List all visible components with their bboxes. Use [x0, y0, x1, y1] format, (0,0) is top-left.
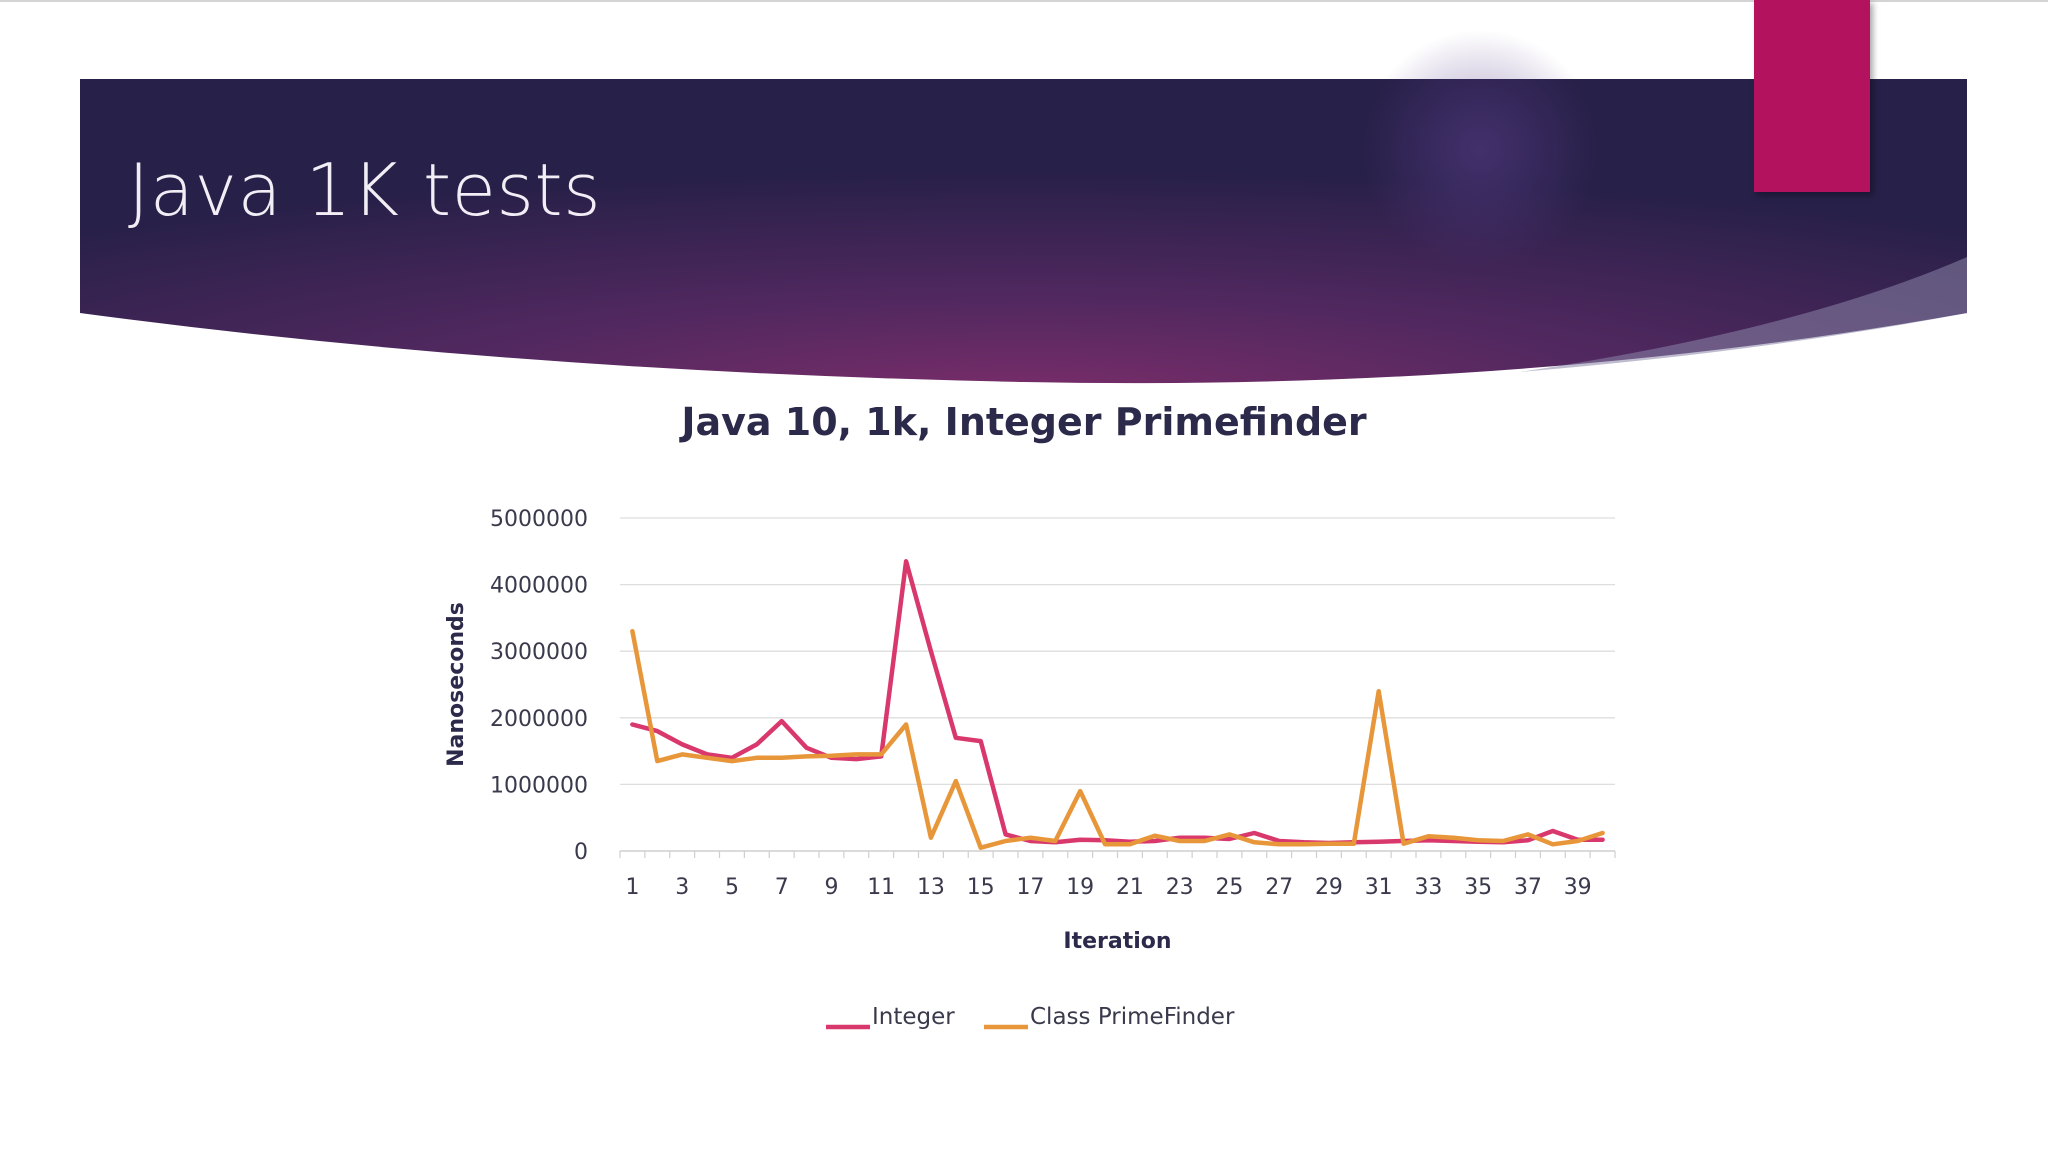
y-tick-label: 0	[574, 840, 588, 865]
x-tick-label: 19	[1066, 875, 1094, 900]
x-tick-label: 39	[1564, 875, 1592, 900]
x-tick-label: 7	[775, 875, 789, 900]
axes	[619, 850, 1616, 858]
x-tick-label: 37	[1514, 875, 1542, 900]
x-tick-label: 35	[1464, 875, 1492, 900]
top-border	[0, 0, 2048, 2]
y-axis-title: Nanoseconds	[444, 602, 469, 767]
x-tick-label: 25	[1215, 875, 1243, 900]
x-tick-label: 17	[1016, 875, 1044, 900]
y-tick-label: 1000000	[490, 773, 588, 798]
x-tick-label: 9	[824, 875, 838, 900]
legend-label: Integer	[872, 1004, 955, 1030]
series-lines	[630, 559, 1605, 850]
x-tick-label: 27	[1265, 875, 1293, 900]
x-tick-label: 15	[967, 875, 995, 900]
x-tick-label: 31	[1365, 875, 1393, 900]
legend-label: Class PrimeFinder	[1030, 1004, 1235, 1030]
x-tick-label: 5	[725, 875, 739, 900]
x-tick-label: 33	[1414, 875, 1442, 900]
x-tick-label: 21	[1116, 875, 1144, 900]
series-line-1	[630, 628, 1605, 850]
y-tick-label: 5000000	[490, 507, 588, 532]
y-tick-label: 2000000	[490, 707, 588, 732]
x-tick-label: 1	[625, 875, 639, 900]
x-tick-label: 13	[917, 875, 945, 900]
y-tick-label: 3000000	[490, 640, 588, 665]
legend: Integer Class PrimeFinder	[826, 1004, 1235, 1030]
accent-tab	[1754, 0, 1870, 192]
slide-title: Java 1K tests	[128, 148, 602, 232]
x-tick-label: 23	[1166, 875, 1194, 900]
x-tick-label: 29	[1315, 875, 1343, 900]
x-axis-title: Iteration	[1063, 929, 1171, 954]
y-tick-label: 4000000	[490, 574, 588, 599]
header-banner	[80, 30, 1967, 384]
chart-title: Java 10, 1k, Integer Primefinder	[681, 400, 1367, 444]
gridlines	[620, 517, 1615, 786]
series-line-0	[630, 559, 1605, 846]
x-tick-label: 3	[675, 875, 689, 900]
x-tick-label: 11	[867, 875, 895, 900]
